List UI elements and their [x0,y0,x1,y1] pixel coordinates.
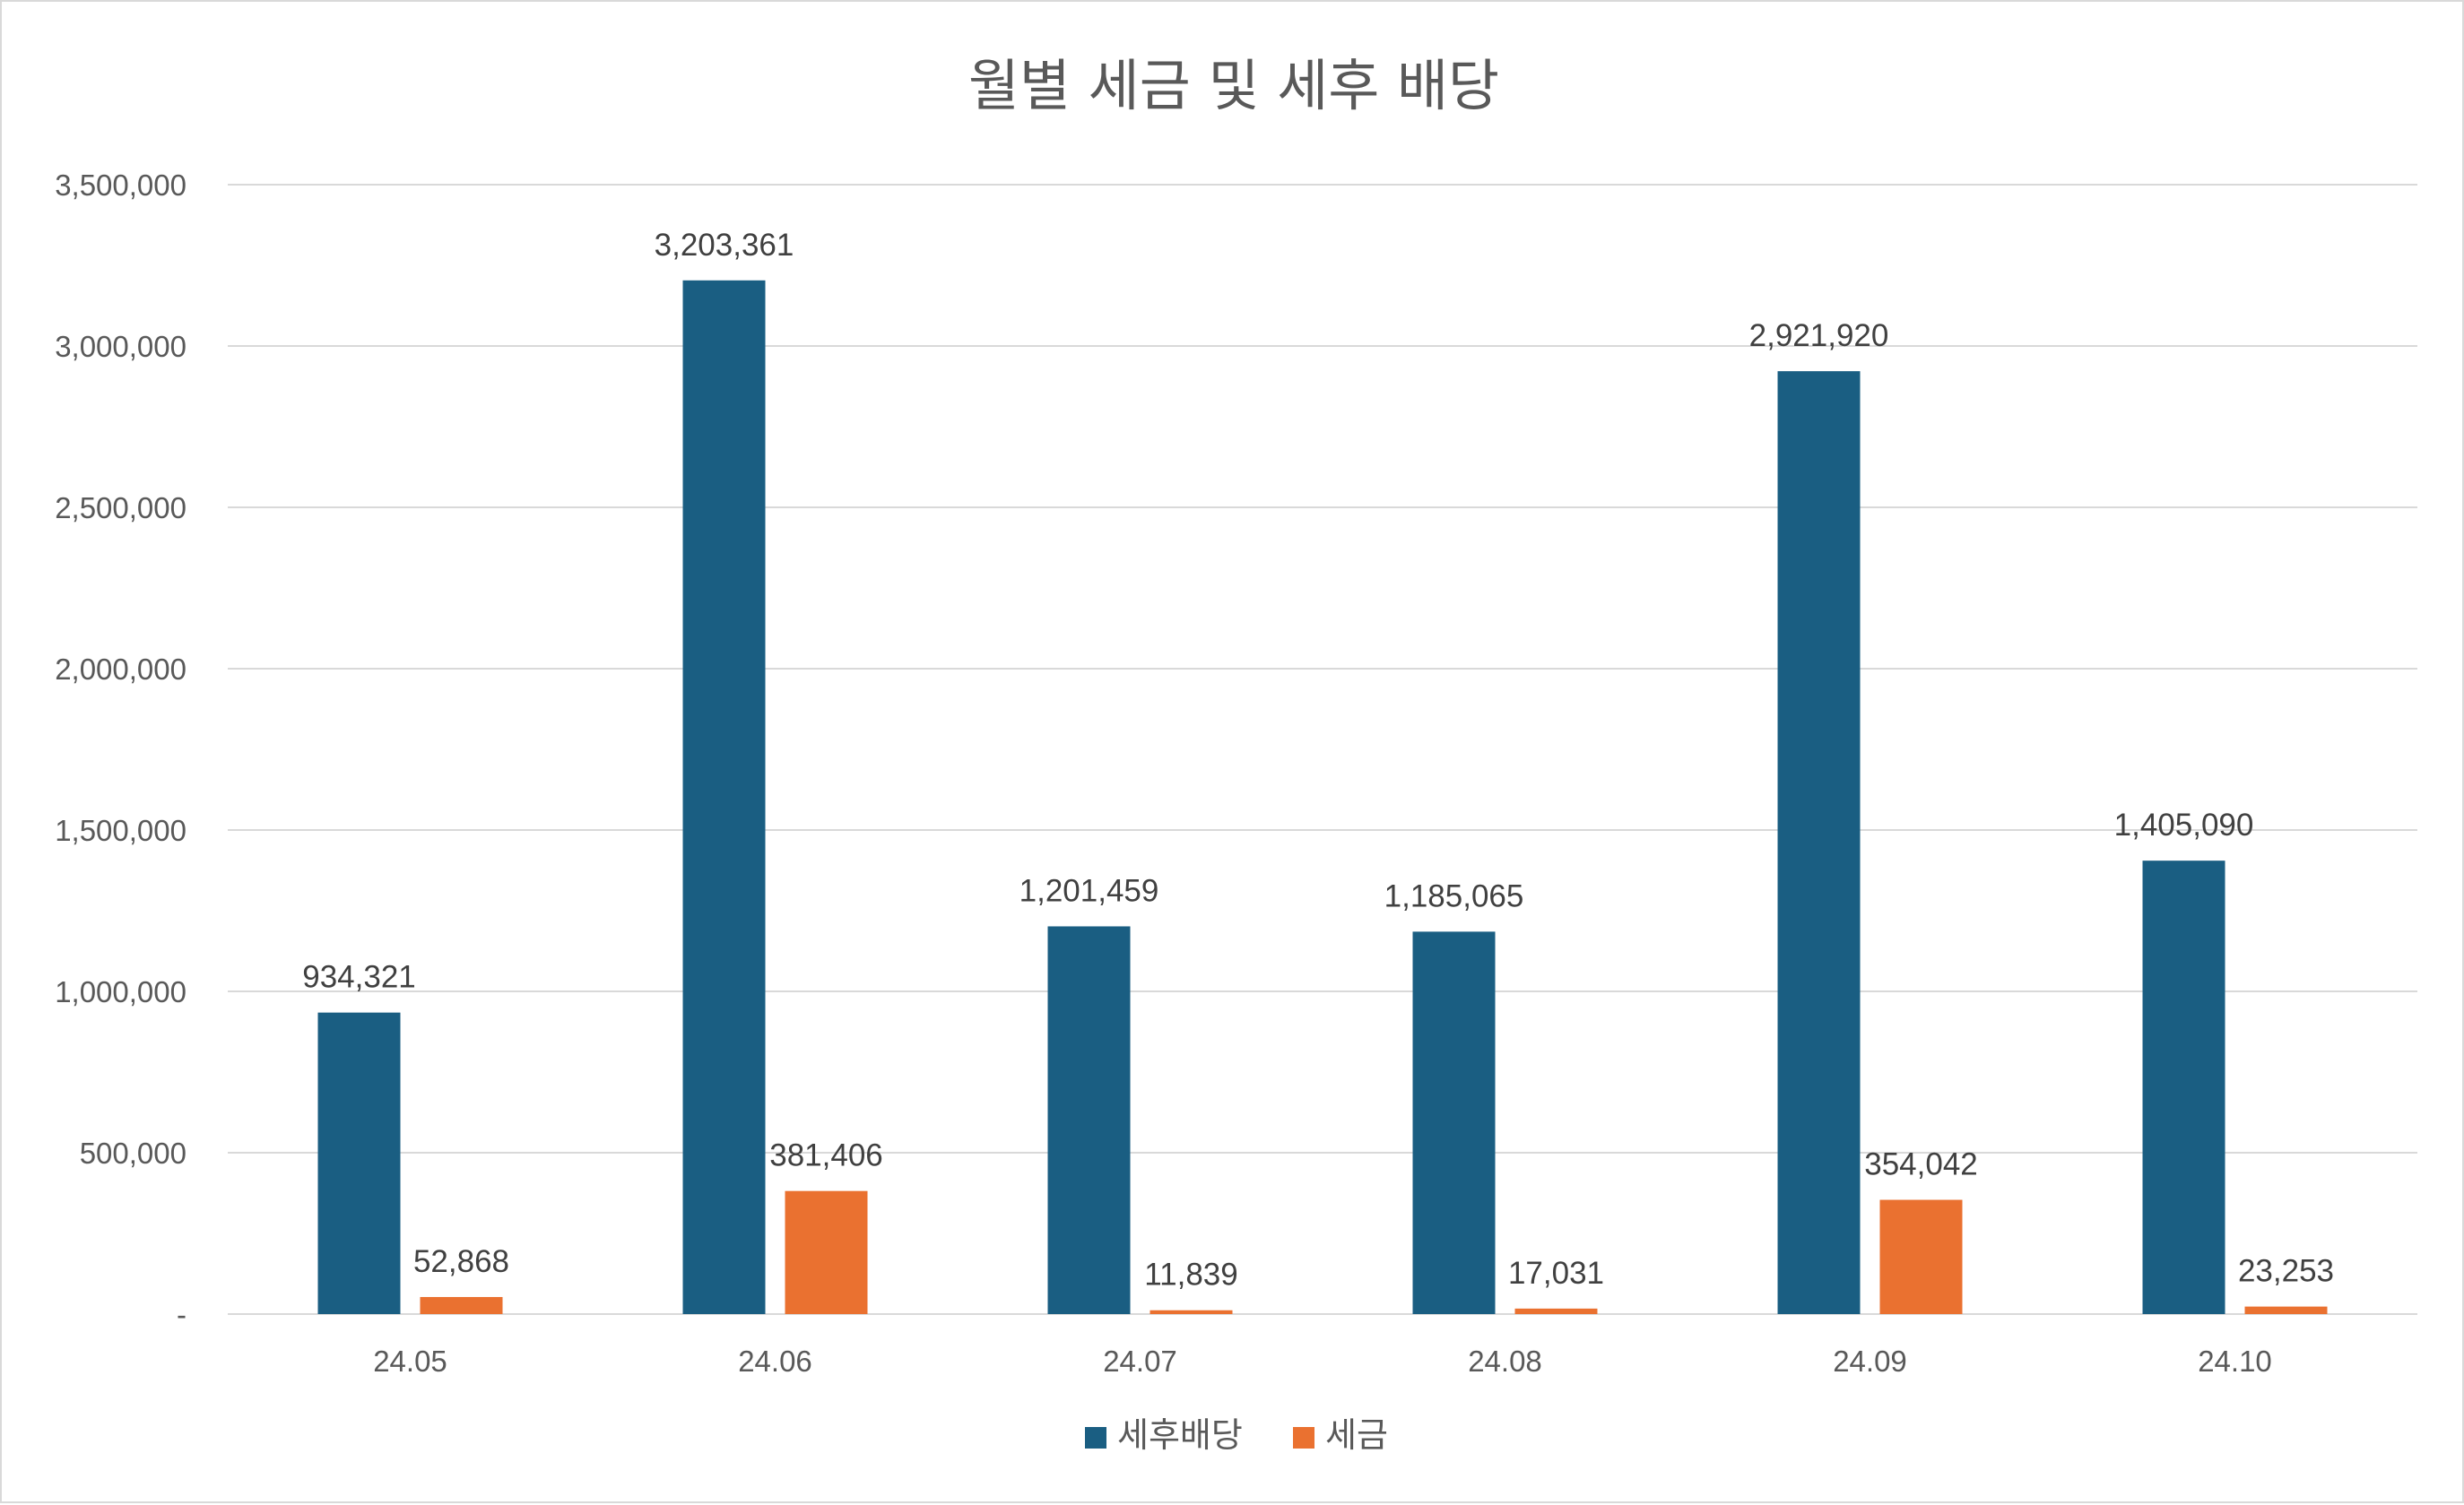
data-label: 2,921,920 [1749,318,1889,353]
bar-after-tax-dividend-24.07 [1047,926,1131,1314]
y-tick-label: 2,000,000 [55,653,187,686]
data-label: 52,868 [413,1244,509,1279]
data-label: 381,406 [769,1138,883,1173]
x-tick-label: 24.10 [2198,1345,2272,1378]
bar-tax-24.10 [2244,1306,2328,1314]
data-label: 1,185,065 [1384,878,1524,913]
y-tick-label: 1,000,000 [55,975,187,1008]
bar-tax-24.05 [420,1296,503,1314]
gridlines [228,184,2417,1315]
y-tick-label: 2,500,000 [55,491,187,524]
data-label: 17,031 [1508,1256,1604,1291]
legend: 세후배당 세금 [1085,1415,1388,1455]
data-label: 3,203,361 [655,228,794,263]
x-tick-label: 24.07 [1103,1345,1177,1378]
y-tick-label: 1,500,000 [55,814,187,847]
bar-tax-24.06 [785,1190,868,1314]
y-tick-label: 3,000,000 [55,330,187,363]
data-label: 934,321 [302,960,416,995]
bar-tax-24.09 [1879,1199,1963,1314]
y-tick-label: - [177,1298,187,1331]
y-tick-label: 3,500,000 [55,169,187,202]
legend-swatch-tax [1293,1427,1314,1449]
bar-after-tax-dividend-24.06 [682,280,766,1314]
x-tick-label: 24.05 [373,1345,447,1378]
legend-label: 세후배당 [1117,1415,1243,1455]
data-label: 1,201,459 [1019,873,1159,908]
y-axis-ticks: - 500,000 1,000,000 1,500,000 2,000,000 2,500… [55,169,187,1331]
bar-tax-24.07 [1150,1310,1233,1314]
y-tick-label: 500,000 [80,1137,187,1170]
data-label: 354,042 [1864,1147,1978,1182]
data-label: 11,839 [1144,1258,1237,1293]
legend-label: 세금 [1325,1415,1388,1455]
legend-swatch-after-tax-dividend [1085,1427,1106,1449]
x-tick-label: 24.08 [1468,1345,1542,1378]
x-axis-ticks: 24.05 24.06 24.07 24.08 24.09 24.10 [373,1345,2272,1378]
bar-tax-24.08 [1514,1308,1598,1314]
data-labels: 934,321 52,868 3,203,361 381,406 1,201,459 11… [302,228,2334,1293]
bar-after-tax-dividend-24.05 [317,1012,401,1314]
data-label: 23,253 [2238,1254,2334,1289]
x-tick-label: 24.06 [738,1345,812,1378]
bar-after-tax-dividend-24.10 [2142,861,2225,1314]
data-label: 1,405,090 [2114,808,2254,843]
bar-after-tax-dividend-24.09 [1777,371,1861,1315]
x-tick-label: 24.09 [1833,1345,1907,1378]
bar-after-tax-dividend-24.08 [1412,931,1496,1314]
chart-title: 월별 세금 및 세후 배당 [968,53,1499,118]
bars [317,280,2328,1315]
